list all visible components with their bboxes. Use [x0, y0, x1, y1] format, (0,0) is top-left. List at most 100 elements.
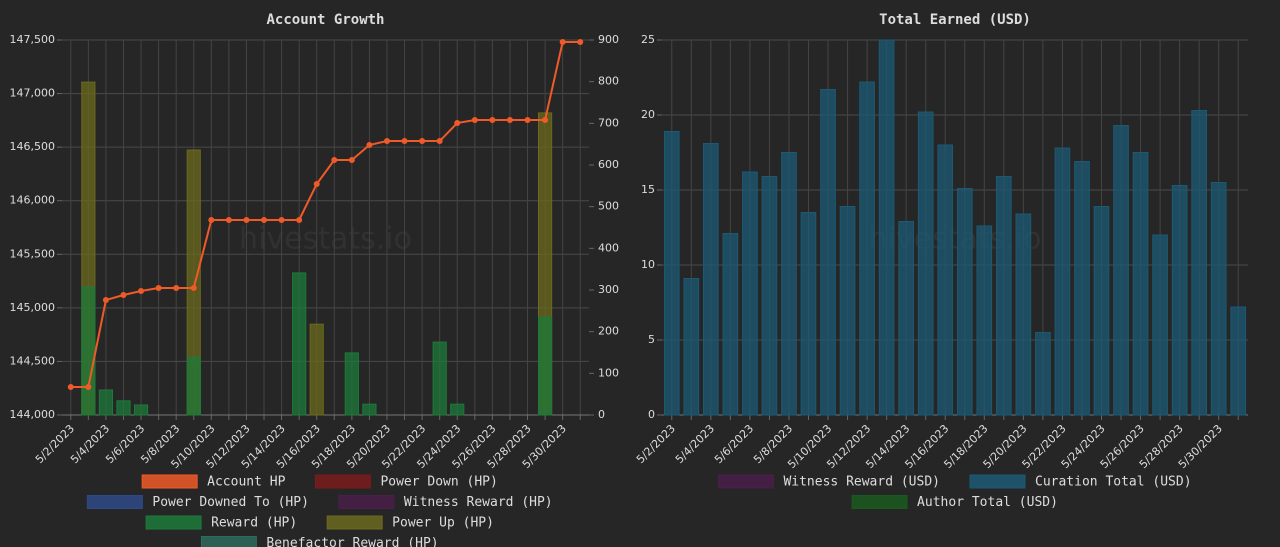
y-tick-label: 147,000: [10, 87, 56, 100]
bar: [742, 171, 758, 416]
legend-label: Reward (HP): [211, 516, 297, 531]
line-point: [313, 181, 320, 187]
bar: [898, 221, 914, 416]
line-point: [471, 117, 478, 124]
bar: [1054, 147, 1071, 416]
legend-item: Power Up (HP): [326, 515, 494, 531]
legend-item: Benefactor Reward (HP): [200, 536, 439, 547]
legend-label: Author Total (USD): [917, 495, 1058, 510]
bar: [839, 206, 856, 416]
bar: [878, 39, 895, 416]
line-point: [559, 39, 566, 46]
line-point: [331, 157, 338, 163]
chart-title: Account Growth: [266, 12, 384, 28]
y-tick-label: 10: [641, 258, 655, 271]
y2-tick-label: 500: [598, 200, 619, 213]
legend-swatch: [200, 536, 257, 547]
line-point: [383, 138, 390, 145]
bar: [344, 352, 359, 416]
legend-label: Curation Total (USD): [1035, 475, 1192, 490]
chart-title: Total Earned (USD): [879, 12, 1031, 28]
line-point: [120, 292, 127, 298]
y2-tick-label: 600: [598, 158, 619, 171]
bar: [1210, 182, 1227, 416]
bar: [450, 403, 465, 416]
y-tick-label: 146,000: [10, 194, 56, 207]
y-tick-label: 145,000: [10, 301, 56, 314]
line-point: [436, 138, 443, 145]
bar: [1093, 206, 1110, 416]
bar: [133, 404, 149, 416]
legend-item: Witness Reward (USD): [717, 474, 940, 490]
y-tick-label: 15: [641, 183, 655, 196]
legend-swatch: [314, 474, 371, 489]
line-point: [401, 138, 408, 145]
line-point: [85, 384, 92, 391]
legend-swatch: [717, 474, 774, 489]
line-point: [296, 217, 303, 223]
bar: [820, 89, 836, 416]
bar: [1191, 110, 1207, 416]
bar: [1015, 213, 1032, 416]
line-point: [102, 297, 109, 304]
bar: [781, 152, 797, 416]
legend-swatch: [851, 495, 908, 509]
y-tick-label: 144,000: [10, 408, 56, 421]
bar: [292, 272, 307, 416]
bar: [937, 144, 954, 416]
bar: [1230, 306, 1247, 416]
bar: [722, 233, 739, 416]
legend-swatch: [338, 495, 395, 509]
bar: [703, 143, 719, 416]
legend-item: Curation Total (USD): [969, 474, 1192, 490]
legend-label: Benefactor Reward (HP): [266, 536, 438, 547]
legend-label: Witness Reward (HP): [404, 495, 553, 510]
y-tick-label: 5: [648, 333, 655, 346]
y2-tick-label: 400: [598, 241, 619, 254]
legend-swatch: [141, 474, 198, 489]
y2-tick-label: 0: [598, 408, 605, 421]
y-tick-label: 147,500: [10, 33, 56, 46]
bar: [761, 176, 778, 416]
legend-label: Power Downed To (HP): [152, 495, 309, 510]
bar: [432, 341, 447, 416]
bar: [1113, 125, 1129, 416]
y2-tick-label: 800: [598, 75, 619, 88]
line-point: [366, 142, 373, 148]
legend-swatch: [145, 515, 202, 530]
y-tick-label: 145,500: [10, 247, 56, 260]
bar: [1035, 332, 1051, 416]
y-tick-label: 144,500: [10, 354, 56, 367]
y-tick-label: 146,500: [10, 140, 56, 153]
line-point: [243, 217, 250, 223]
bar: [663, 131, 680, 416]
legend-swatch: [86, 495, 143, 509]
y-tick-label: 0: [648, 408, 655, 421]
bar: [976, 225, 993, 416]
watermark: hivestats.io: [869, 222, 1042, 257]
line-point: [419, 138, 426, 145]
bar: [1171, 185, 1188, 416]
legend-label: Power Up (HP): [392, 516, 494, 531]
bar: [1132, 152, 1149, 416]
bar: [1152, 234, 1168, 416]
line-point: [524, 117, 531, 124]
bar: [98, 389, 114, 416]
legend-label: Power Down (HP): [380, 475, 497, 490]
legend-label: Witness Reward (USD): [783, 475, 940, 490]
bar: [996, 176, 1012, 416]
y2-tick-label: 900: [598, 33, 619, 46]
bar: [859, 81, 875, 416]
watermark: hivestats.io: [239, 222, 412, 257]
bar: [537, 316, 553, 416]
legend-swatch: [969, 474, 1026, 489]
line-point: [348, 157, 355, 163]
line-point: [155, 285, 162, 292]
legend-item: Power Downed To (HP): [86, 495, 309, 510]
line-point: [489, 117, 496, 124]
line-point: [138, 288, 145, 295]
line-point: [190, 285, 197, 292]
y2-tick-label: 700: [598, 116, 619, 129]
line-point: [506, 117, 513, 124]
